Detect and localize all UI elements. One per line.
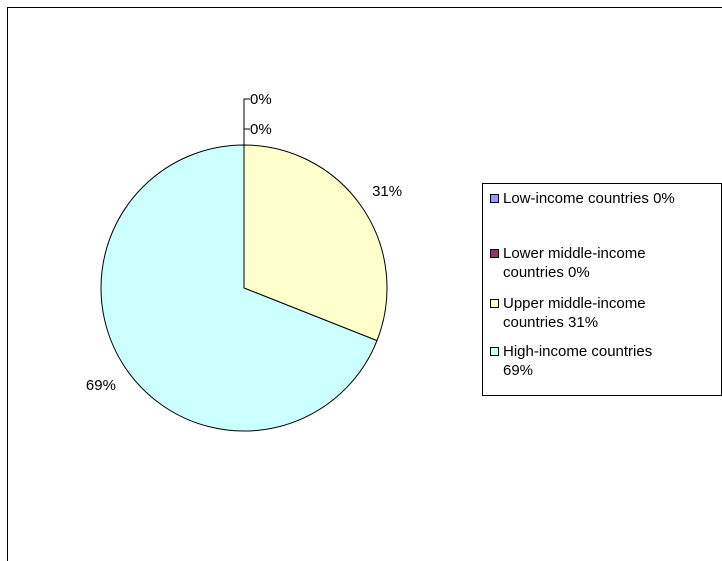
pie-slice-upper-middle-income <box>243 144 388 342</box>
legend-swatch-lower-middle-income <box>490 249 499 258</box>
legend-item-upper-middle-income: Upper middle-income countries 31% <box>490 294 722 332</box>
legend-swatch-low-income <box>490 194 499 203</box>
chart-area <box>7 7 722 561</box>
data-label-upper-middle-income: 31% <box>372 183 402 200</box>
legend-label-low-income: Low-income countries 0% <box>503 190 675 207</box>
data-label-lower-middle-income: 0% <box>250 121 272 138</box>
legend-label-high-income: High-income countries 69% <box>503 343 653 379</box>
legend-swatch-upper-middle-income <box>490 299 499 308</box>
legend-label-upper-middle-income: Upper middle-income countries 31% <box>503 295 646 331</box>
legend-item-low-income: Low-income countries 0% <box>490 189 722 208</box>
legend-item-lower-middle-income: Lower middle-income countries 0% <box>490 244 722 282</box>
data-label-high-income: 69% <box>86 377 116 394</box>
leader-line-lower-middle-income <box>243 128 250 145</box>
legend-swatch-high-income <box>490 347 499 356</box>
legend-item-high-income: High-income countries 69% <box>490 342 722 380</box>
data-label-low-income: 0% <box>250 91 272 108</box>
legend-label-lower-middle-income: Lower middle-income countries 0% <box>503 245 646 281</box>
pie-slice-high-income <box>100 144 378 432</box>
chart-legend: Low-income countries 0% Lower middle-inc… <box>482 183 722 396</box>
